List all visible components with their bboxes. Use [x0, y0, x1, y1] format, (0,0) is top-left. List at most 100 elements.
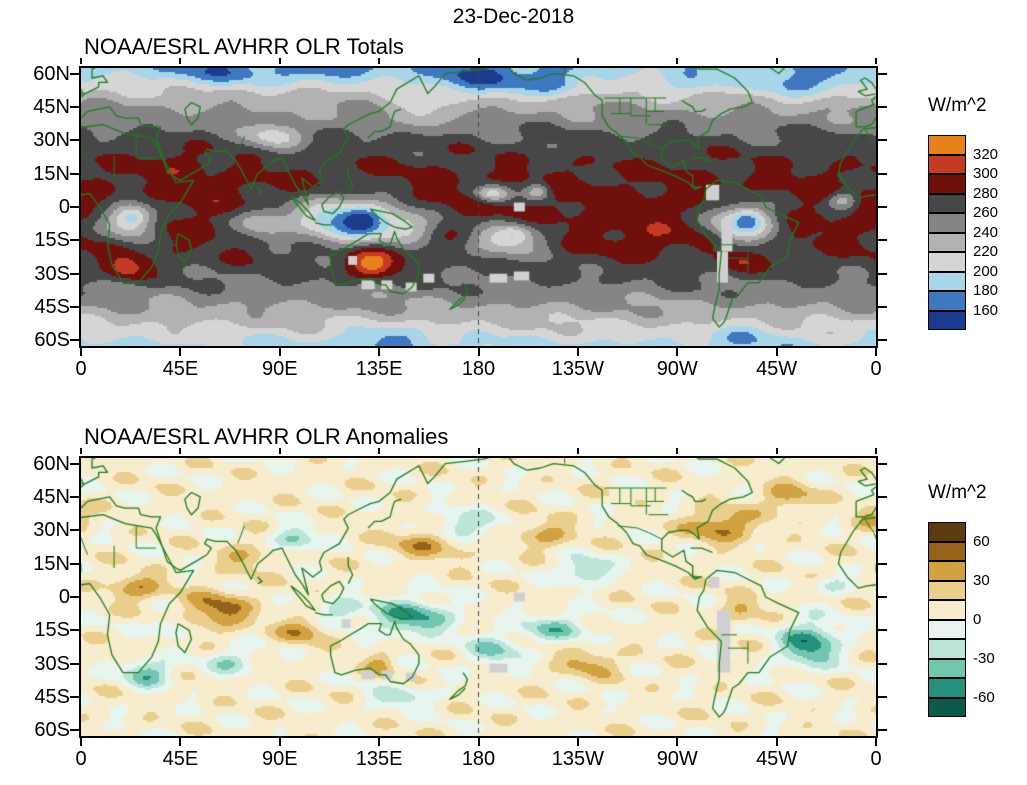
y-axis-tick	[70, 729, 79, 732]
y-axis-tick	[878, 105, 887, 108]
y-axis-tick	[878, 239, 887, 242]
colorbar-cell	[928, 580, 966, 600]
y-axis-tick	[70, 596, 79, 598]
x-axis-tick	[676, 348, 679, 356]
colorbar-cell	[928, 310, 966, 330]
y-axis-tick-label: 0	[58, 586, 70, 608]
y-axis-tick	[70, 462, 79, 465]
x-axis-tick-label: 180	[461, 748, 496, 770]
colorbar-cell	[928, 232, 966, 252]
x-axis-tick	[378, 738, 381, 746]
x-axis-tick	[875, 58, 877, 64]
x-axis-tick	[477, 348, 480, 356]
colorbar-tick-label: 280	[973, 184, 999, 202]
colorbar-cell	[928, 697, 966, 717]
y-axis-tick	[70, 339, 79, 342]
y-axis-tick	[70, 272, 79, 275]
y-axis-tick	[878, 562, 887, 565]
y-axis-tick	[878, 529, 887, 532]
colorbar-cell	[928, 174, 966, 194]
x-axis-tick-label: 0	[870, 358, 882, 380]
colorbar-tick-label: -60	[973, 688, 995, 706]
colorbar-tick-label: 160	[973, 301, 999, 319]
x-axis-tick-label: 0	[75, 358, 87, 380]
y-axis-tick	[878, 462, 887, 465]
x-axis-tick-label: 90W	[656, 358, 698, 380]
y-axis-tick	[70, 495, 79, 498]
x-axis-tick-label: 90W	[656, 748, 698, 770]
date-title: 23-Dec-2018	[452, 5, 575, 28]
y-axis-tick	[878, 272, 887, 275]
colorbar-tick-label: -30	[973, 649, 995, 667]
x-axis-tick	[775, 58, 778, 64]
colorbar-cell	[928, 135, 966, 155]
y-axis-tick-label: 15N	[33, 162, 70, 185]
x-axis-tick-label: 135E	[355, 748, 403, 770]
colorbar-tick-label: 260	[973, 204, 999, 221]
colorbar-cell	[928, 252, 966, 272]
x-axis-tick	[875, 348, 877, 356]
colorbar-cell	[928, 619, 966, 639]
y-axis-tick-label: 45S	[34, 296, 70, 319]
y-axis-tick-label: 30N	[33, 129, 70, 152]
x-axis-tick	[477, 448, 480, 454]
anomalies-map	[79, 456, 878, 738]
x-axis-tick-label: 45E	[162, 748, 199, 770]
x-axis-tick	[477, 58, 480, 64]
x-axis-tick-label: 180	[461, 358, 496, 380]
x-axis-tick	[576, 448, 579, 454]
totals-map	[79, 66, 878, 348]
y-axis-tick	[878, 495, 887, 498]
y-axis-tick	[70, 172, 79, 175]
y-axis-tick	[70, 206, 79, 208]
colorbar-tick-label: 320	[973, 145, 999, 163]
colorbar-tick-label: 240	[973, 223, 999, 241]
x-axis-tick-label: 135E	[355, 358, 403, 380]
anomalies-panel-title: NOAA/ESRL AVHRR OLR Anomalies	[84, 424, 449, 449]
colorbar-cell	[928, 561, 966, 581]
x-axis-tick	[278, 348, 281, 356]
colorbar-cell	[928, 193, 966, 213]
anomalies-colorbar-unit: W/m^2	[928, 482, 987, 503]
x-axis-tick-label: 0	[870, 748, 882, 770]
x-axis-tick-label: 0	[75, 748, 87, 770]
x-axis-tick-label: 90E	[261, 358, 298, 380]
colorbar-cell	[928, 600, 966, 620]
y-axis-tick	[878, 696, 887, 699]
colorbar-cell	[928, 522, 966, 542]
y-axis-tick	[70, 629, 79, 632]
y-axis-tick	[878, 206, 887, 208]
x-axis-tick	[179, 738, 182, 746]
x-axis-tick	[775, 738, 778, 746]
colorbar-tick-label: 180	[973, 282, 999, 299]
x-axis-tick	[576, 58, 579, 64]
y-axis-tick	[878, 662, 887, 665]
y-axis-tick	[878, 306, 887, 309]
x-axis-tick	[378, 348, 381, 356]
x-axis-tick	[80, 348, 82, 356]
x-axis-tick	[278, 58, 281, 64]
y-axis-tick-label: 45N	[33, 485, 70, 508]
y-axis-tick-label: 60S	[34, 329, 70, 352]
y-axis-tick-label: 15S	[34, 229, 70, 252]
y-axis-tick	[878, 139, 887, 142]
x-axis-tick-label: 45W	[756, 358, 798, 380]
x-axis-tick	[378, 58, 381, 64]
y-axis-tick	[70, 105, 79, 108]
y-axis-tick	[878, 629, 887, 632]
colorbar-cell	[928, 639, 966, 659]
x-axis-tick	[775, 348, 778, 356]
y-axis-tick-label: 45N	[33, 95, 70, 118]
y-axis-tick-label: 30N	[33, 519, 70, 542]
colorbar-tick-label: 220	[973, 243, 999, 260]
y-axis-tick	[70, 696, 79, 699]
y-axis-tick	[70, 662, 79, 665]
y-axis-tick-label: 30S	[34, 652, 70, 675]
x-axis-tick	[80, 738, 82, 746]
x-axis-tick	[875, 448, 877, 454]
colorbar-cell	[928, 271, 966, 291]
colorbar-cell	[928, 658, 966, 678]
colorbar-cell	[928, 541, 966, 561]
x-axis-tick	[676, 738, 679, 746]
y-axis-tick	[878, 172, 887, 175]
